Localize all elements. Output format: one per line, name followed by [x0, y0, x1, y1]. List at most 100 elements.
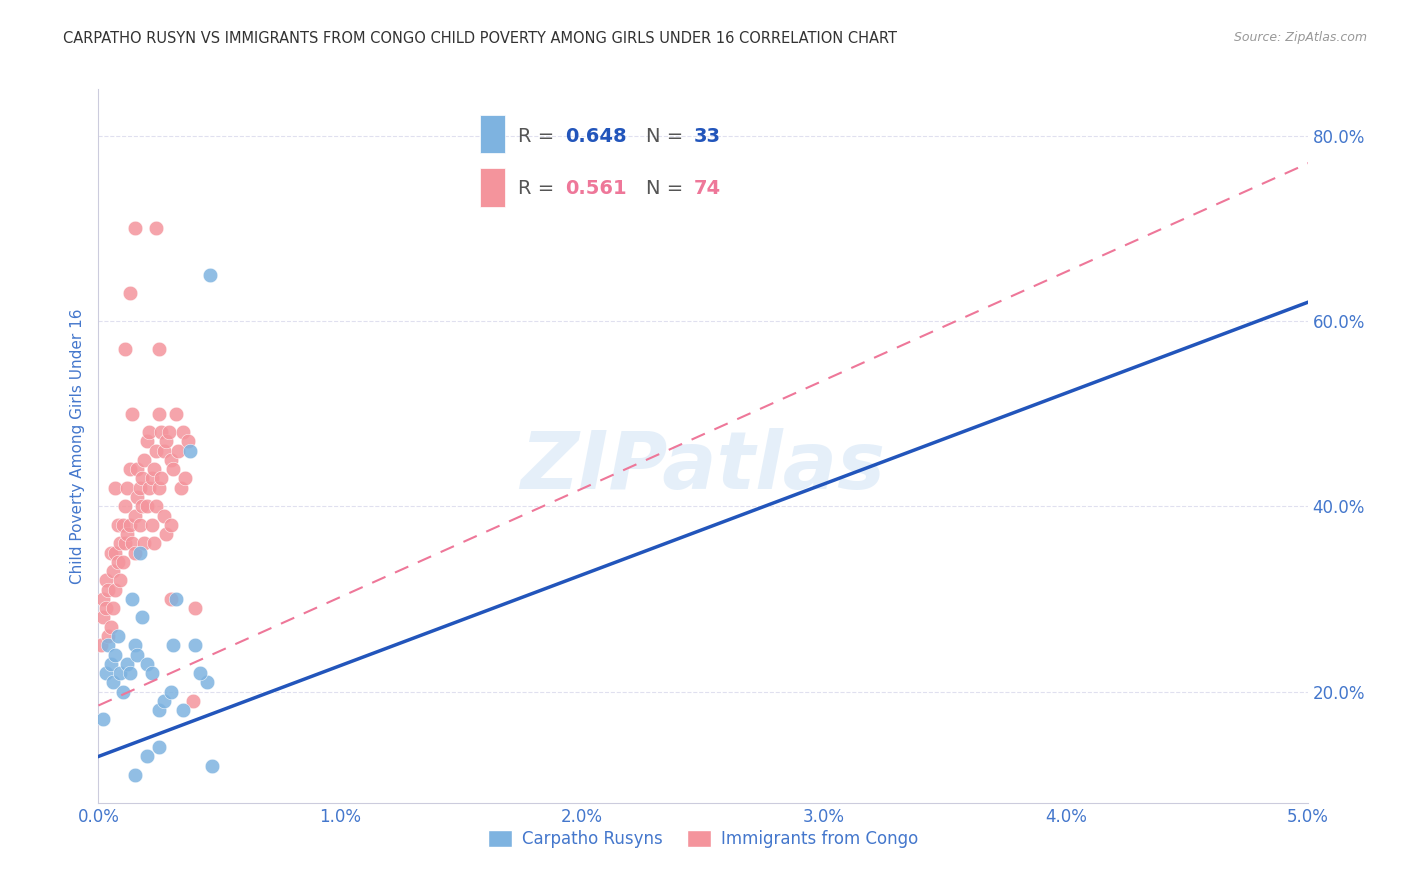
- Point: [152, 443, 174, 458]
- Point: [160, 517, 183, 532]
- Point: [128, 517, 150, 532]
- Point: [127, 648, 149, 662]
- Point: [97, 638, 120, 652]
- Point: [201, 758, 224, 772]
- Point: [121, 591, 143, 606]
- Point: [97, 629, 120, 643]
- Point: [150, 425, 173, 439]
- Point: [138, 481, 160, 495]
- Text: ZIPatlas: ZIPatlas: [520, 428, 886, 507]
- Point: [148, 703, 170, 717]
- Point: [97, 582, 120, 597]
- Point: [131, 500, 153, 514]
- Text: CARPATHO RUSYN VS IMMIGRANTS FROM CONGO CHILD POVERTY AMONG GIRLS UNDER 16 CORRE: CARPATHO RUSYN VS IMMIGRANTS FROM CONGO …: [63, 31, 897, 46]
- Point: [145, 443, 167, 458]
- Point: [198, 268, 221, 282]
- Point: [167, 443, 190, 458]
- Point: [108, 536, 131, 550]
- Point: [155, 434, 177, 449]
- Point: [157, 425, 180, 439]
- Point: [101, 601, 124, 615]
- Point: [111, 517, 134, 532]
- Point: [114, 342, 136, 356]
- Point: [118, 666, 141, 681]
- Point: [165, 591, 187, 606]
- Legend: Carpatho Rusyns, Immigrants from Congo: Carpatho Rusyns, Immigrants from Congo: [481, 823, 925, 855]
- Point: [121, 536, 143, 550]
- Point: [135, 500, 157, 514]
- Point: [177, 434, 200, 449]
- Point: [184, 638, 207, 652]
- Point: [135, 657, 157, 671]
- Point: [152, 508, 174, 523]
- Point: [124, 508, 146, 523]
- Point: [124, 221, 146, 235]
- Point: [100, 657, 122, 671]
- Point: [107, 555, 129, 569]
- Text: Source: ZipAtlas.com: Source: ZipAtlas.com: [1233, 31, 1367, 45]
- Point: [91, 712, 114, 726]
- Point: [104, 582, 127, 597]
- Point: [104, 545, 127, 559]
- Point: [117, 481, 139, 495]
- Point: [117, 527, 139, 541]
- Point: [135, 749, 157, 764]
- Point: [127, 462, 149, 476]
- Point: [143, 536, 166, 550]
- Point: [165, 407, 187, 421]
- Point: [104, 648, 127, 662]
- Point: [152, 694, 174, 708]
- Point: [134, 536, 156, 550]
- Point: [160, 453, 183, 467]
- Point: [150, 471, 173, 485]
- Point: [114, 536, 136, 550]
- Point: [155, 527, 177, 541]
- Point: [107, 629, 129, 643]
- Y-axis label: Child Poverty Among Girls Under 16: Child Poverty Among Girls Under 16: [69, 309, 84, 583]
- Point: [188, 666, 211, 681]
- Point: [181, 694, 204, 708]
- Point: [107, 517, 129, 532]
- Point: [118, 462, 141, 476]
- Point: [141, 666, 163, 681]
- Point: [108, 666, 131, 681]
- Point: [124, 638, 146, 652]
- Point: [94, 601, 117, 615]
- Point: [135, 434, 157, 449]
- Point: [121, 407, 143, 421]
- Point: [141, 517, 163, 532]
- Point: [128, 545, 150, 559]
- Point: [117, 657, 139, 671]
- Point: [148, 740, 170, 755]
- Point: [128, 481, 150, 495]
- Point: [114, 500, 136, 514]
- Point: [160, 684, 183, 698]
- Point: [94, 666, 117, 681]
- Point: [131, 471, 153, 485]
- Point: [162, 462, 184, 476]
- Point: [124, 545, 146, 559]
- Point: [131, 610, 153, 624]
- Point: [100, 620, 122, 634]
- Point: [101, 675, 124, 690]
- Point: [172, 703, 194, 717]
- Point: [148, 407, 170, 421]
- Point: [141, 471, 163, 485]
- Point: [111, 684, 134, 698]
- Point: [90, 638, 112, 652]
- Point: [145, 500, 167, 514]
- Point: [169, 481, 191, 495]
- Point: [162, 638, 184, 652]
- Point: [108, 574, 131, 588]
- Point: [104, 481, 127, 495]
- Point: [94, 574, 117, 588]
- Point: [124, 768, 146, 782]
- Point: [91, 610, 114, 624]
- Point: [100, 545, 122, 559]
- Point: [118, 517, 141, 532]
- Point: [148, 481, 170, 495]
- Point: [160, 591, 183, 606]
- Point: [111, 555, 134, 569]
- Point: [172, 425, 194, 439]
- Point: [179, 443, 201, 458]
